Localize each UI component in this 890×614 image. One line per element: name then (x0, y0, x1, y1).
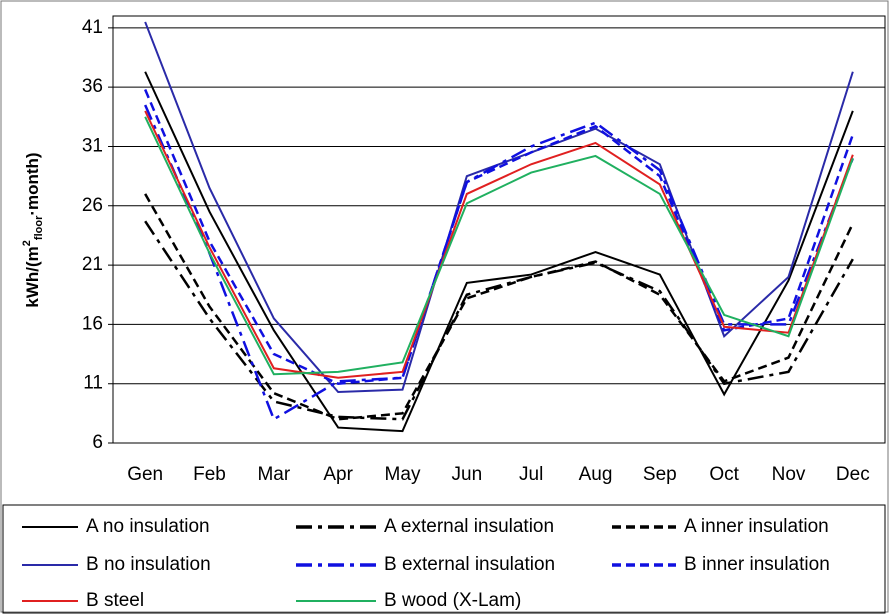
series-line (144, 104, 854, 422)
x-tick-label: Oct (709, 464, 739, 485)
series-line (144, 71, 854, 433)
y-tick-label: 31 (82, 135, 103, 156)
x-tick-label: Nov (772, 464, 806, 485)
legend-label: A no insulation (86, 516, 210, 537)
series-line (144, 116, 854, 376)
legend-label: B external insulation (384, 554, 555, 575)
y-tick-label: 41 (82, 17, 103, 38)
legend-label: B no insulation (86, 554, 211, 575)
x-tick-label: Aug (579, 464, 613, 485)
x-tick-label: Mar (257, 464, 290, 485)
legend-label: B steel (86, 590, 144, 611)
x-tick-label: Jul (519, 464, 543, 485)
legend-label: A external insulation (384, 516, 554, 537)
y-label-sup: 2 (21, 240, 33, 246)
series-line (144, 21, 854, 394)
series-line (144, 110, 854, 379)
series-line (144, 89, 855, 385)
x-tick-label: Apr (323, 464, 353, 485)
y-tick-label: 6 (92, 432, 103, 453)
legend-label: B wood (X-Lam) (384, 590, 521, 611)
y-label-part: ·month) (23, 152, 42, 215)
x-tick-label: Sep (643, 464, 677, 485)
legend-box (2, 504, 886, 614)
y-tick-label: 36 (82, 76, 103, 97)
y-label-part: kWh/(m (23, 246, 42, 307)
x-tick-label: Dec (836, 464, 870, 485)
x-tick-label: Gen (127, 464, 163, 485)
series-line (144, 220, 854, 421)
x-tick-label: Jun (452, 464, 483, 485)
y-label-sub: floor (33, 215, 45, 240)
y-tick-label: 16 (82, 313, 103, 334)
legend-label: B inner insulation (684, 554, 830, 575)
x-tick-label: May (385, 464, 421, 485)
y-tick-label: 26 (82, 195, 103, 216)
y-axis-label: kWh/(m2floor·month) (21, 152, 45, 307)
legend-label: A inner insulation (684, 516, 829, 537)
y-tick-label: 11 (83, 373, 103, 394)
series-line (144, 193, 854, 421)
y-tick-label: 21 (82, 254, 103, 275)
x-tick-label: Feb (193, 464, 226, 485)
